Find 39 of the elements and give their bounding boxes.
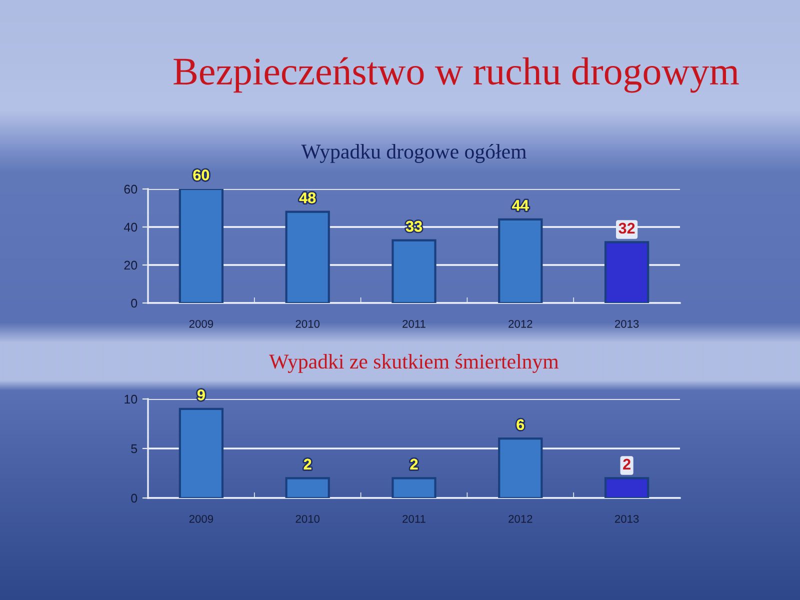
data-label: 2 — [410, 458, 418, 470]
bar — [604, 477, 650, 498]
x-tick-label: 2009 — [189, 514, 214, 523]
bar — [392, 477, 436, 498]
chart-subtitle: Wypadku drogowe ogółem — [301, 144, 526, 163]
bar — [178, 408, 224, 498]
bar — [498, 218, 543, 303]
x-tick-label: 2013 — [615, 320, 639, 328]
y-tick-label: 20 — [124, 260, 138, 270]
x-tick-label: 2011 — [402, 514, 426, 523]
bar — [285, 477, 330, 498]
y-tick-label: 10 — [124, 394, 138, 404]
x-tick-label: 2010 — [296, 514, 320, 523]
data-label: 2 — [304, 458, 312, 470]
x-tick-label: 2009 — [189, 320, 214, 328]
bar — [392, 239, 436, 303]
x-tick-label: 2012 — [508, 320, 532, 328]
data-label: 2 — [623, 458, 630, 470]
y-tick-label: 0 — [131, 494, 138, 503]
data-label: 48 — [299, 192, 316, 204]
x-tick-label: 2013 — [615, 514, 639, 523]
y-tick-label: 40 — [124, 222, 138, 232]
x-tick-label: 2010 — [296, 320, 320, 328]
y-tick-label: 5 — [131, 444, 138, 454]
x-tick-label: 2011 — [402, 320, 426, 328]
data-label: 6 — [516, 419, 524, 430]
data-label: 9 — [197, 390, 205, 400]
bar — [285, 210, 330, 303]
chart-title: Wypadki ze skutkiem śmiertelnym — [269, 354, 559, 373]
y-tick-label: 0 — [131, 298, 138, 308]
data-label: 32 — [618, 222, 635, 234]
x-tick-label: 2012 — [508, 514, 532, 523]
y-tick-label: 60 — [124, 184, 138, 194]
bar — [498, 438, 543, 498]
data-label: 60 — [193, 170, 210, 180]
bar — [604, 241, 650, 303]
data-label: 44 — [512, 200, 529, 211]
bar — [178, 189, 224, 303]
chart-title: Bezpieczeństwo w ruchu drogowym — [174, 57, 739, 93]
